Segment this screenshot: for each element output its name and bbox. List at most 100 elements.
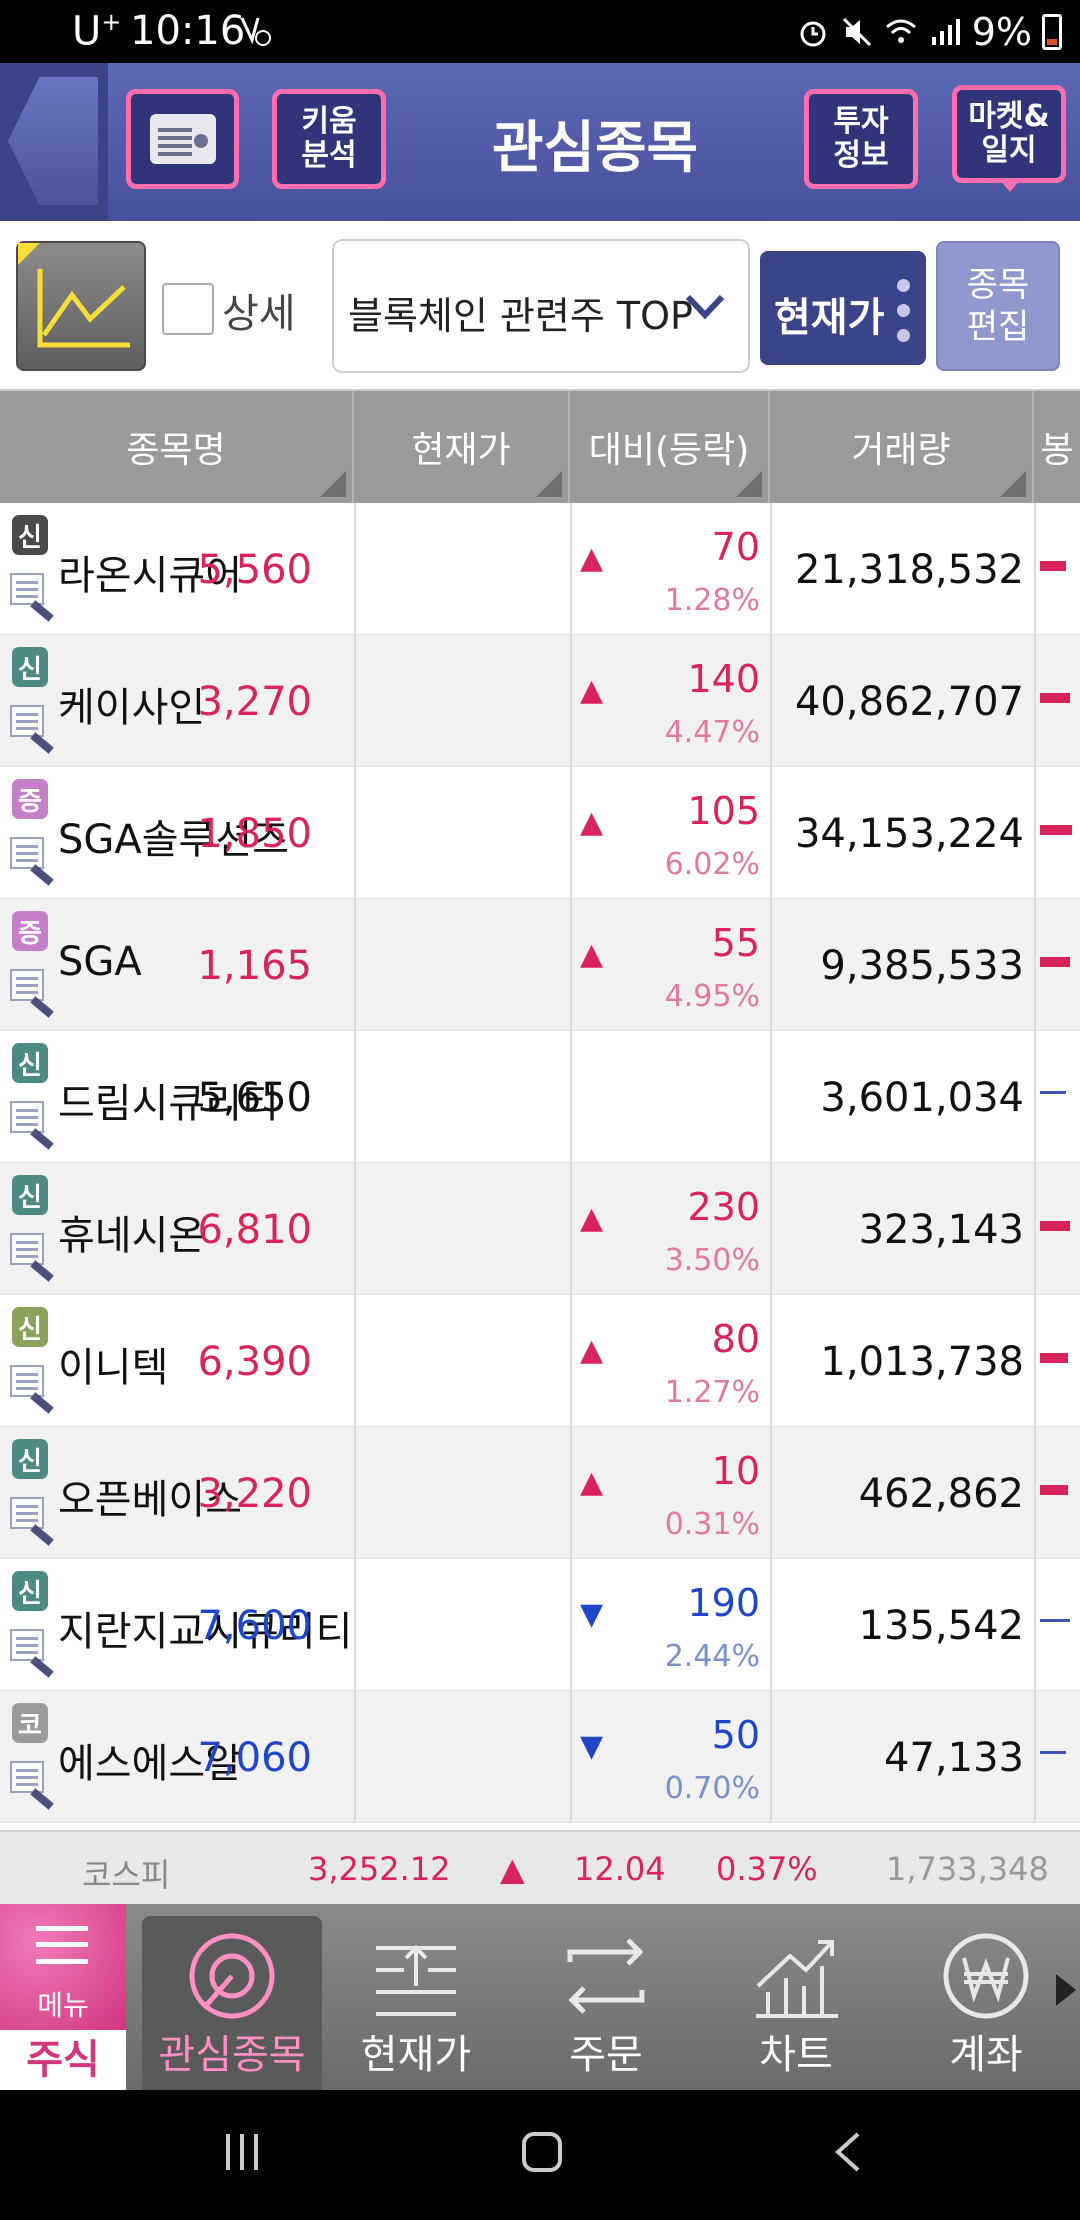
- up-arrow-icon: ▲: [580, 1465, 604, 1500]
- table-header: 종목명 현재가 대비(등락) 거래량 봉: [0, 391, 1080, 503]
- stock-price: 5,560: [197, 547, 312, 593]
- market-journal-button[interactable]: 마켓& 일지: [952, 85, 1066, 183]
- market-badge: 신: [12, 1043, 48, 1083]
- chart-icon: [756, 1940, 838, 2018]
- news-memo-icon[interactable]: [10, 837, 54, 886]
- nav-more-arrow-icon[interactable]: [1056, 1974, 1076, 2006]
- bottom-nav: 메뉴 주식 관심종목 현재가 주문 차트 계좌: [0, 1904, 1080, 2090]
- table-row[interactable]: 신 드림시큐리티 5,650 3,601,034: [0, 1031, 1080, 1163]
- won-icon: [943, 1933, 1029, 2019]
- column-header-price[interactable]: 현재가: [354, 391, 570, 503]
- edit-label-1: 종목: [966, 265, 1030, 305]
- column-divider: [770, 503, 772, 635]
- column-divider: [1034, 1163, 1036, 1295]
- column-divider: [570, 767, 572, 899]
- edit-stocks-button[interactable]: 종목 편집: [936, 241, 1060, 371]
- news-memo-icon[interactable]: [10, 1365, 54, 1414]
- stock-name: 이니텍: [58, 1345, 169, 1391]
- up-arrow-icon: ▲: [580, 937, 604, 972]
- investment-info-button[interactable]: 투자 정보: [804, 89, 918, 189]
- stock-name: 케이사인: [58, 685, 206, 731]
- stock-price: 6,390: [197, 1339, 312, 1385]
- news-memo-icon[interactable]: [10, 1761, 54, 1810]
- nav-chart[interactable]: 차트: [706, 1904, 886, 2090]
- index-change: 12.04: [574, 1850, 666, 1888]
- column-header-change[interactable]: 대비(등락): [570, 391, 770, 503]
- down-arrow-icon: ▼: [580, 1597, 604, 1632]
- menu-button[interactable]: 메뉴: [0, 1904, 126, 2030]
- price-change: 55: [711, 921, 760, 965]
- column-header-candle[interactable]: 봉: [1034, 391, 1080, 503]
- notification-icon: [240, 17, 271, 46]
- column-divider: [354, 1691, 356, 1823]
- table-row[interactable]: 신 이니텍 6,390 ▲ 80 1.27% 1,013,738: [0, 1295, 1080, 1427]
- table-row[interactable]: 신 케이사인 3,270 ▲ 140 4.47% 40,862,707: [0, 635, 1080, 767]
- chevron-down-icon: [685, 294, 725, 320]
- back-button-area[interactable]: [0, 63, 108, 221]
- kiwoom-label-2: 분석: [301, 138, 357, 173]
- nav-account[interactable]: 계좌: [896, 1904, 1076, 2090]
- column-header-name[interactable]: 종목명: [0, 391, 354, 503]
- table-row[interactable]: 신 라온시큐어 5,560 ▲ 70 1.28% 21,318,532: [0, 503, 1080, 635]
- invest-label-2: 정보: [833, 138, 889, 173]
- trade-volume: 47,133: [884, 1735, 1024, 1781]
- stock-tab[interactable]: 주식: [0, 2030, 126, 2090]
- table-row[interactable]: 신 휴네시온 6,810 ▲ 230 3.50% 323,143: [0, 1163, 1080, 1295]
- news-memo-icon[interactable]: [10, 969, 54, 1018]
- stock-price: 1,850: [197, 811, 312, 857]
- candle-mark: [1040, 1091, 1066, 1094]
- news-memo-icon[interactable]: [10, 1101, 54, 1150]
- mini-chart-button[interactable]: [16, 241, 146, 371]
- candle-mark: [1040, 1485, 1068, 1495]
- market-label-2: 일지: [981, 133, 1037, 168]
- radio-button[interactable]: [126, 89, 239, 189]
- alarm-icon: [800, 21, 826, 47]
- market-badge: 신: [12, 647, 48, 687]
- edit-label-2: 편집: [966, 307, 1030, 347]
- column-divider: [1034, 1691, 1036, 1823]
- column-divider: [770, 1031, 772, 1163]
- column-divider: [770, 899, 772, 1031]
- detail-label: 상세: [222, 291, 296, 337]
- nav-label: 차트: [759, 2032, 833, 2078]
- news-memo-icon[interactable]: [10, 573, 54, 622]
- news-memo-icon[interactable]: [10, 1233, 54, 1282]
- column-divider: [354, 1163, 356, 1295]
- recent-apps-icon[interactable]: [222, 2130, 262, 2174]
- column-divider: [570, 1691, 572, 1823]
- column-divider: [770, 767, 772, 899]
- watchlist-group-select[interactable]: 블록체인 관련주 TOP: [332, 239, 750, 373]
- home-icon[interactable]: [520, 2130, 564, 2174]
- detail-checkbox[interactable]: [162, 283, 214, 335]
- table-row[interactable]: 신 오픈베이스 3,220 ▲ 10 0.31% 462,862: [0, 1427, 1080, 1559]
- back-nav-icon[interactable]: [828, 2130, 868, 2174]
- table-row[interactable]: 증 SGA 1,165 ▲ 55 4.95% 9,385,533: [0, 899, 1080, 1031]
- column-divider: [570, 1295, 572, 1427]
- market-badge: 신: [12, 1571, 48, 1611]
- nav-order[interactable]: 주문: [516, 1904, 696, 2090]
- news-memo-icon[interactable]: [10, 1497, 54, 1546]
- table-row[interactable]: 신 지란지교시큐리티 7,600 ▼ 190 2.44% 135,542: [0, 1559, 1080, 1691]
- column-divider: [570, 1427, 572, 1559]
- market-caret-icon: [1000, 180, 1020, 192]
- column-divider: [354, 899, 356, 1031]
- price-change: 70: [711, 525, 760, 569]
- nav-current-price[interactable]: 현재가: [326, 1904, 506, 2090]
- news-memo-icon[interactable]: [10, 705, 54, 754]
- column-header-volume[interactable]: 거래량: [770, 391, 1034, 503]
- nav-watchlist[interactable]: 관심종목: [142, 1916, 322, 2090]
- current-price-button[interactable]: 현재가: [760, 251, 926, 365]
- column-divider: [570, 503, 572, 635]
- kiwoom-analysis-button[interactable]: 키움 분석: [272, 89, 386, 189]
- table-row[interactable]: 코 에스에스알 7,060 ▼ 50 0.70% 47,133: [0, 1691, 1080, 1823]
- column-divider: [1034, 1031, 1036, 1163]
- signal-icon: [931, 19, 960, 45]
- stock-name: SGA: [58, 939, 142, 985]
- back-icon[interactable]: [8, 77, 98, 205]
- news-memo-icon[interactable]: [10, 1629, 54, 1678]
- candle-mark: [1040, 1353, 1068, 1363]
- index-ticker[interactable]: 코스피 3,252.12 ▲ 12.04 0.37% 1,733,348: [0, 1830, 1080, 1904]
- nav-label: 계좌: [949, 2032, 1023, 2078]
- table-row[interactable]: 증 SGA솔루션즈 1,850 ▲ 105 6.02% 34,153,224: [0, 767, 1080, 899]
- system-nav-bar: [0, 2090, 1080, 2220]
